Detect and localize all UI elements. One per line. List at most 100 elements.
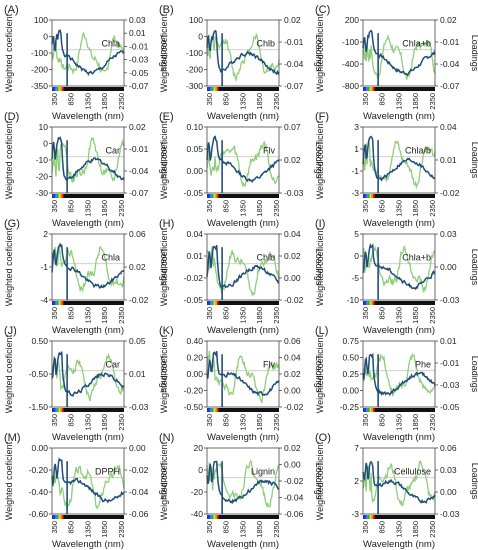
spectrum-band	[366, 408, 369, 412]
panel-f: (F)Weighted coeficient Loadings31-1-30.04…	[315, 111, 478, 229]
panel-annotation: Phe	[415, 359, 431, 369]
xtick-label: 1350	[238, 200, 247, 217]
xtick-label: 2350	[428, 93, 437, 110]
spectrum-band	[208, 194, 211, 198]
xtick-label: 350	[50, 521, 59, 534]
spectrum-band	[215, 301, 218, 305]
xtick-label: 350	[361, 521, 370, 534]
ytick-right-label: -0.03	[440, 380, 460, 390]
ylabel-right: Loadings	[159, 35, 169, 72]
spectrum-band	[372, 194, 375, 198]
panel-label: (H)	[159, 218, 174, 230]
ytick-right-label: 0.07	[284, 122, 301, 132]
spectrum-band	[363, 301, 365, 305]
xtick-label: 850	[222, 521, 231, 534]
ytick-left-label: -3	[351, 509, 359, 519]
ytick-left-label: -400	[342, 59, 359, 69]
xtick-label: 1350	[394, 521, 403, 538]
xtick-label: 1850	[411, 414, 420, 431]
xlabel: Wavelength (nm)	[207, 218, 279, 229]
weighted-coefficient-line	[206, 135, 280, 183]
ytick-right-label: 0.00	[129, 443, 146, 453]
spectrum-band	[58, 301, 61, 305]
spectrum-band	[213, 87, 216, 91]
xtick-label: 1350	[83, 521, 92, 538]
panel-label: (F)	[315, 111, 329, 123]
spectrum-band	[211, 301, 214, 305]
spectrum-band	[210, 87, 213, 91]
spectrum-band	[371, 87, 374, 91]
ylabel-right: Loadings	[159, 142, 169, 179]
xtick-label: 2350	[428, 414, 437, 431]
ytick-right-label: 0.04	[284, 229, 301, 239]
ytick-left-label: -100	[342, 37, 359, 47]
ytick-right-label: 0.00	[440, 262, 457, 272]
ytick-left-label: -40	[191, 509, 204, 519]
xtick-label: 850	[222, 93, 231, 106]
spectrum-band	[369, 408, 372, 412]
spectrum-band	[216, 408, 219, 412]
spectrum-band	[372, 515, 375, 519]
ytick-right-label: 0.04	[284, 353, 301, 363]
panel-annotation: DPPH	[95, 466, 120, 476]
panel-label: (E)	[159, 111, 174, 123]
ytick-left-label: 0.04	[186, 229, 203, 239]
xtick-label: 1850	[255, 93, 264, 110]
panel-g: (G)Weighted coeficient Loadings2-1-40.060…	[4, 218, 169, 336]
spectrum-band	[364, 194, 367, 198]
ytick-right-label: -0.02	[284, 476, 304, 486]
spectrum-band	[366, 301, 369, 305]
ytick-right-label: -0.06	[129, 509, 149, 519]
xtick-label: 350	[205, 200, 214, 213]
spectrum-band	[56, 301, 59, 305]
ytick-right-label: -0.04	[284, 59, 304, 69]
spectrum-band	[367, 301, 370, 305]
ytick-right-label: 0.02	[284, 15, 301, 25]
spectrum-band	[208, 301, 211, 305]
ytick-left-label: 2	[354, 476, 359, 486]
ytick-right-label: 0.02	[284, 251, 301, 261]
loadings-line	[362, 245, 436, 293]
xlabel: Wavelength (nm)	[363, 218, 435, 229]
ytick-right-label: 0.02	[284, 369, 301, 379]
xlabel: Wavelength (nm)	[207, 111, 279, 122]
spectrum-band	[371, 515, 374, 519]
spectrum-band	[52, 408, 54, 412]
panel-m: (M)Weighted coeficient Loadings0.00-0.20-…	[4, 432, 169, 550]
xtick-label: 1350	[238, 521, 247, 538]
panel-label: (N)	[159, 432, 174, 444]
ytick-right-label: 0.06	[440, 443, 457, 453]
ylabel-right: Loadings	[314, 249, 324, 286]
loadings-line	[362, 33, 436, 80]
ytick-right-label: -0.07	[284, 81, 304, 91]
ytick-left-label: 200	[345, 15, 359, 25]
xtick-label: 2350	[428, 307, 437, 324]
spectrum-band	[53, 87, 56, 91]
panel-k: (K)Weighted coeficient Loadings0.400.200.…	[159, 325, 324, 443]
ytick-right-label: -0.04	[129, 487, 149, 497]
ytick-right-label: -0.07	[129, 188, 149, 198]
spectrum-band	[211, 87, 214, 91]
xtick-label: 1850	[255, 307, 264, 324]
spectrum-band	[216, 515, 219, 519]
ytick-right-label: -0.07	[440, 81, 460, 91]
spectrum-band	[208, 408, 211, 412]
xtick-label: 850	[222, 200, 231, 213]
xlabel: Wavelength (nm)	[363, 432, 435, 443]
spectrum-band	[367, 515, 370, 519]
xtick-label: 1850	[255, 521, 264, 538]
ytick-left-label: -100	[186, 48, 203, 58]
xtick-label: 2350	[272, 93, 281, 110]
ytick-right-label: 0.06	[129, 229, 146, 239]
spectrum-band	[210, 194, 213, 198]
xtick-label: 1350	[394, 93, 403, 110]
ytick-right-label: 0.02	[129, 122, 146, 132]
xtick-label: 2350	[117, 521, 126, 538]
spectrum-band	[371, 194, 374, 198]
ytick-right-label: 0.03	[440, 465, 457, 475]
ytick-right-label: -0.03	[440, 509, 460, 519]
xtick-label: 850	[67, 307, 76, 320]
ylabel-left: Weighted coeficient	[159, 120, 169, 199]
xtick-label: 350	[361, 414, 370, 427]
